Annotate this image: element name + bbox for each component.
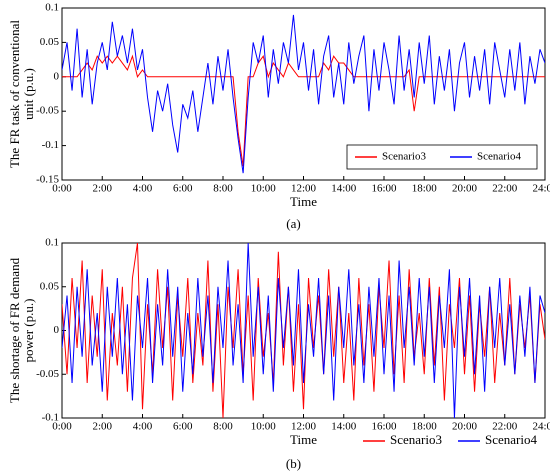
y-axis-label: power (p.u.) [21,299,36,363]
y-tick-label: -0.1 [42,139,59,151]
x-tick-label: 4:00 [133,421,153,433]
y-tick-label: 0.05 [40,36,60,48]
legend-label: Scenario3 [390,432,442,447]
x-tick-label: 6:00 [173,421,193,433]
panel-caption: (a) [286,216,300,231]
y-axis-label: The FR task of conventional [7,20,22,168]
x-axis-label: Time [290,194,317,209]
series-line [62,243,545,418]
x-tick-label: 8:00 [213,183,233,195]
series-line [62,54,545,167]
x-tick-label: 10:00 [251,421,277,433]
y-tick-label: -0.05 [36,368,59,380]
x-tick-label: 22:00 [492,421,518,433]
x-tick-label: 22:00 [492,183,518,195]
y-tick-label: -0.15 [36,174,59,186]
x-tick-label: 24:00 [532,421,550,433]
y-tick-label: 0.1 [45,2,59,14]
x-tick-label: 8:00 [213,421,233,433]
x-tick-label: 12:00 [291,183,317,195]
plot-area [62,243,545,418]
y-tick-label: 0 [54,70,60,82]
x-tick-label: 24:00 [532,183,550,195]
panel-caption: (b) [286,456,301,471]
x-tick-label: 2:00 [92,183,112,195]
plot-area [62,14,545,174]
y-tick-label: 0.05 [40,280,60,292]
x-tick-label: 12:00 [291,421,317,433]
x-tick-label: 20:00 [452,421,478,433]
x-tick-label: 18:00 [412,421,438,433]
y-axis-label: The shortage of FR demand [7,257,22,403]
x-tick-label: 18:00 [412,183,438,195]
legend-label: Scenario4 [485,432,537,447]
x-tick-label: 0:00 [52,421,72,433]
x-tick-label: 4:00 [133,183,153,195]
legend-box [346,144,538,170]
x-tick-label: 16:00 [371,183,397,195]
legend-label: Scenario3 [382,151,426,163]
y-tick-label: -0.1 [42,412,59,424]
y-tick-label: 0.1 [45,237,59,249]
y-tick-label: -0.05 [36,105,59,117]
y-tick-label: 0 [54,324,60,336]
x-tick-label: 2:00 [92,421,112,433]
x-tick-label: 14:00 [331,421,357,433]
x-axis-label: Time [290,432,317,447]
y-axis-label: unit (p.u.) [21,68,36,120]
x-tick-label: 16:00 [371,421,397,433]
x-tick-label: 10:00 [251,183,277,195]
x-tick-label: 0:00 [52,183,72,195]
legend-label: Scenario4 [477,151,521,163]
series-line [62,14,545,174]
series-line [62,243,545,418]
x-tick-label: 20:00 [452,183,478,195]
x-tick-label: 14:00 [331,183,357,195]
x-tick-label: 6:00 [173,183,193,195]
